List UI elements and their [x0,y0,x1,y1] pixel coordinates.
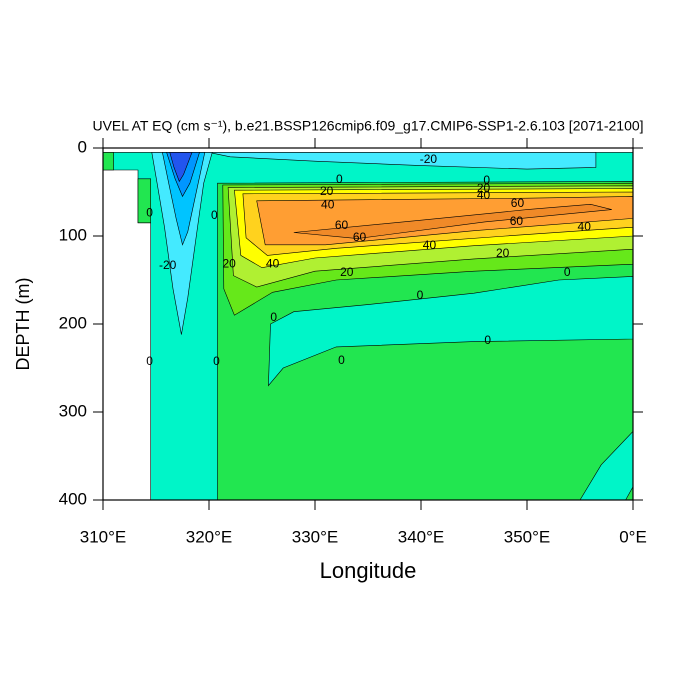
contour-label: 40 [423,238,437,252]
contour-label: 60 [353,230,367,244]
contour-label: 0 [417,288,424,302]
y-tick-label: 300 [59,401,87,420]
contour-label: 40 [266,256,280,270]
contour-label: 60 [335,218,349,232]
contour-label: 0 [146,205,153,219]
contour-region [208,152,597,170]
contour-label: 0 [338,353,345,367]
y-tick-label: 400 [59,489,87,508]
contour-label: 20 [222,256,236,270]
contour-region [268,276,634,387]
contour-label: 40 [321,197,335,211]
x-tick-label: 0°E [619,527,647,546]
contour-label: 60 [510,214,524,228]
x-tick-label: 350°E [504,527,551,546]
contour-label: 0 [211,208,218,222]
contour-region [102,152,114,171]
contour-label: 0 [336,172,343,186]
x-tick-label: 340°E [398,527,445,546]
contour-label: 0 [484,333,491,347]
contour-label: 40 [477,188,491,202]
x-tick-label: 330°E [292,527,339,546]
x-tick-label: 320°E [186,527,233,546]
x-axis-label: Longitude [320,558,417,583]
contour-label: 20 [496,246,510,260]
contour-label: 20 [340,265,354,279]
contour-label: 0 [564,265,571,279]
contour-label: 0 [213,354,220,368]
contour-label: 0 [483,173,490,187]
contour-label: -20 [420,152,438,166]
y-axis-label: DEPTH (m) [13,278,33,371]
contour-region [137,178,151,224]
chart-title: UVEL AT EQ (cm s⁻¹), b.e21.BSSP126cmip6.… [92,118,643,134]
contour-label: 20 [477,181,491,195]
contour-label: 60 [511,196,525,210]
contour-label: 0 [270,310,277,324]
y-tick-label: 200 [59,313,87,332]
contour-region [169,152,193,183]
y-tick-label: 100 [59,225,87,244]
contour-region [162,152,206,246]
contour-label: 40 [578,219,592,233]
contour-label: 20 [320,184,334,198]
contour-region [293,203,612,239]
contour-label: -20 [159,258,177,272]
x-tick-label: 310°E [80,527,127,546]
contour-label: 0 [146,354,153,368]
y-tick-label: 0 [78,137,87,156]
